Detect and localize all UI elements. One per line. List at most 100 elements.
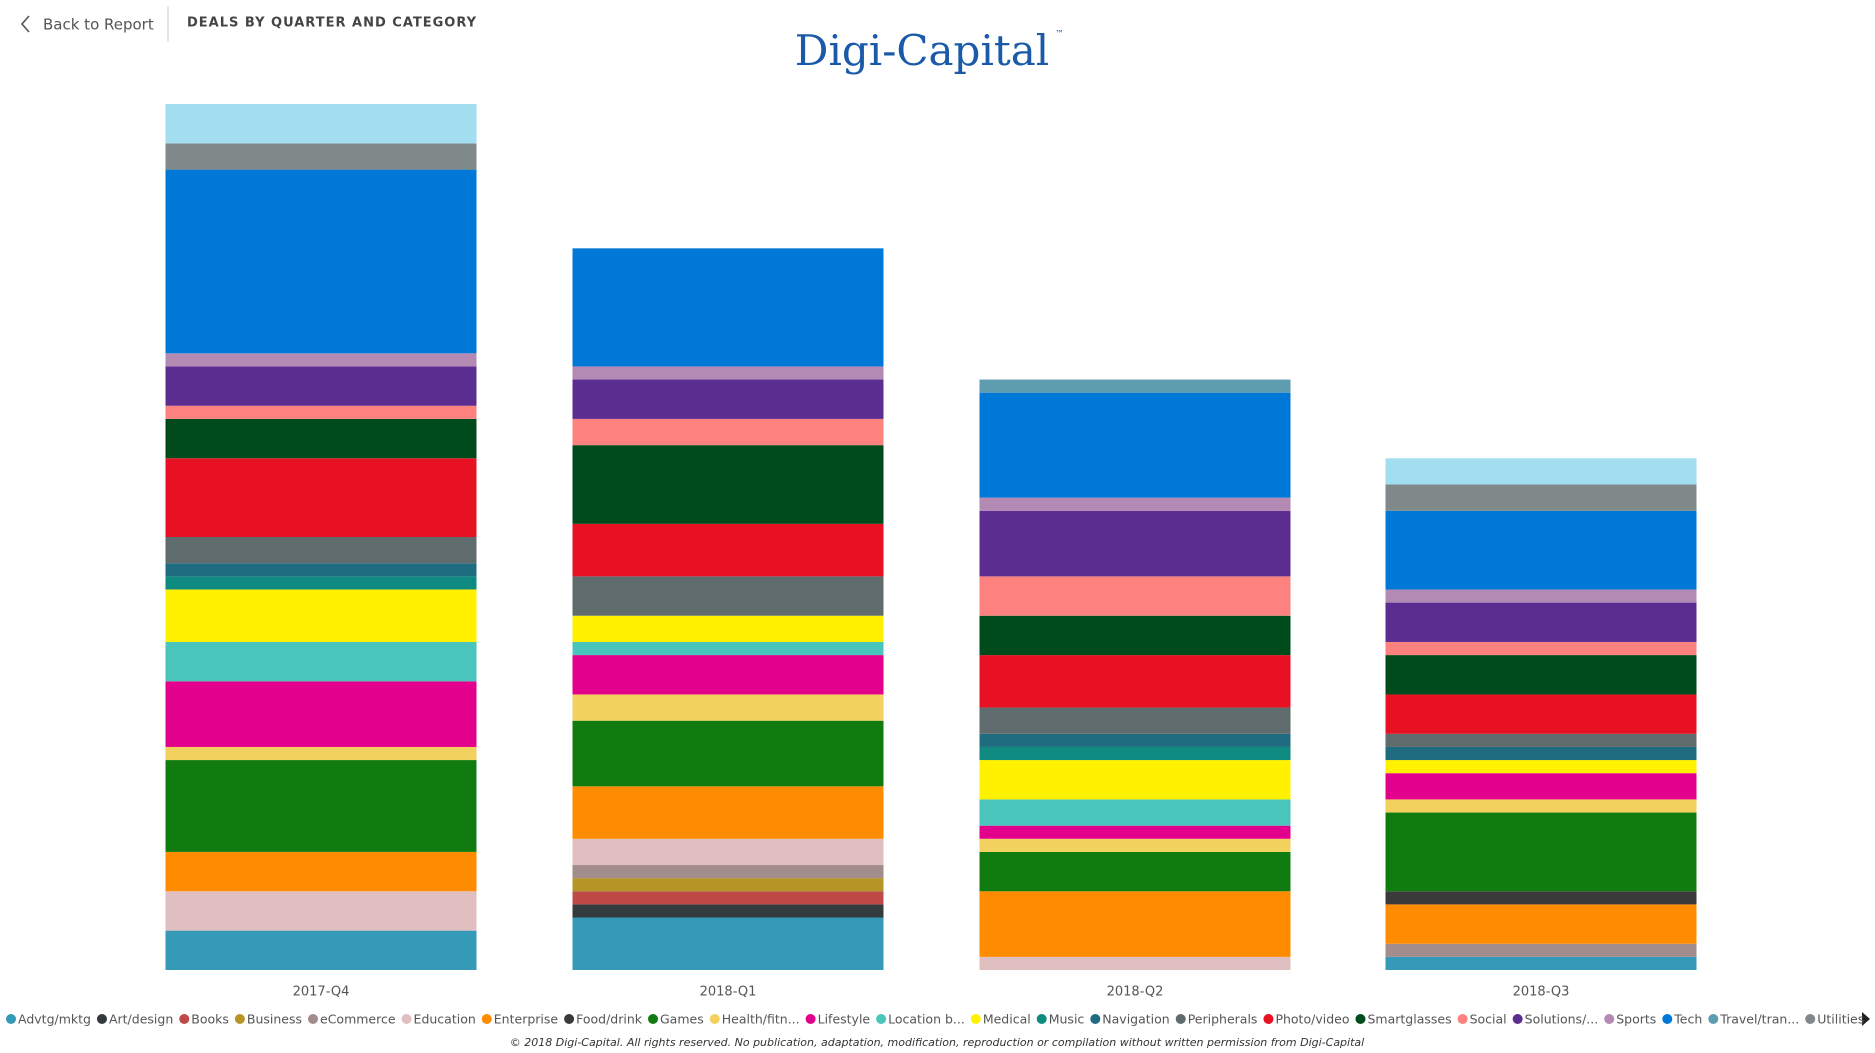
bar-segment	[1385, 773, 1697, 800]
bar-segment	[979, 576, 1291, 616]
bar-segment	[979, 746, 1291, 761]
bar-segment	[572, 379, 884, 419]
bar-segment	[165, 104, 477, 144]
bar-segment	[572, 366, 884, 380]
bar-segment	[165, 405, 477, 419]
bar-segment	[1385, 458, 1697, 485]
bar-segment	[572, 615, 884, 642]
bar-segment	[165, 353, 477, 367]
bar-segment	[1385, 760, 1697, 774]
legend-label: Health/fitn...	[722, 1012, 800, 1027]
legend-marker	[805, 1014, 816, 1024]
bar-segment	[1385, 510, 1697, 590]
legend-label: Lifestyle	[818, 1012, 871, 1027]
bar-segment	[1385, 602, 1697, 642]
legend-scroll[interactable]	[1862, 1012, 1870, 1026]
bar-segment	[1385, 589, 1697, 603]
bar-segment	[1385, 891, 1697, 905]
legend-label: Utilities	[1817, 1012, 1864, 1027]
legend-marker	[876, 1014, 887, 1024]
legend-marker	[481, 1014, 492, 1024]
bar-segment	[1385, 799, 1697, 813]
bar-segment	[572, 248, 884, 367]
back-icon[interactable]	[20, 15, 30, 33]
bar-segment	[979, 655, 1291, 708]
bar-segment	[979, 497, 1291, 511]
bar-segment	[572, 576, 884, 616]
legend-label: Location b...	[888, 1012, 965, 1027]
bar-segment	[979, 615, 1291, 656]
bar-segment	[572, 891, 884, 905]
bar-segment	[572, 418, 884, 446]
legend-label: eCommerce	[320, 1012, 396, 1027]
bar-segment	[979, 760, 1291, 800]
bar-segment	[572, 878, 884, 892]
page-title: DEALS BY QUARTER AND CATEGORY	[187, 16, 477, 31]
logo-mark: ™	[1055, 30, 1064, 40]
legend-marker	[1457, 1014, 1468, 1024]
bar-segment	[1385, 904, 1697, 944]
legend-label: Peripherals	[1188, 1012, 1258, 1027]
legend-marker	[179, 1014, 190, 1024]
legend-marker	[648, 1014, 658, 1024]
back-button[interactable]: Back to Report	[43, 16, 154, 34]
legend-label: Sports	[1616, 1012, 1656, 1027]
bar-segment	[1385, 733, 1697, 747]
legend-marker	[1090, 1014, 1101, 1024]
legend-label: Food/drink	[576, 1012, 643, 1027]
legend-label: Tech	[1673, 1012, 1702, 1027]
legend-marker	[1175, 1014, 1186, 1024]
bar-segment	[1385, 746, 1697, 761]
x-tick-label: 2018-Q3	[1513, 985, 1570, 1000]
bar-segment	[572, 904, 884, 918]
bar-segment	[165, 537, 477, 564]
bar-segment	[572, 655, 884, 695]
bar-segment	[979, 379, 1291, 393]
bar-segment	[979, 510, 1291, 577]
legend-marker	[1512, 1014, 1523, 1024]
bar-segment	[1385, 943, 1697, 957]
bar-segment	[165, 641, 477, 682]
x-tick-label: 2018-Q2	[1107, 985, 1164, 1000]
legend-marker	[970, 1014, 981, 1024]
footer: © 2018 Digi-Capital. All rights reserved…	[510, 1036, 1364, 1049]
bar-segment	[572, 445, 884, 524]
legend-marker	[1263, 1014, 1274, 1024]
legend-label: Navigation	[1102, 1012, 1169, 1027]
legend-label: Smartglasses	[1367, 1012, 1451, 1027]
bar-segment	[165, 930, 477, 970]
bar-segment	[572, 694, 884, 721]
legend-label: Business	[247, 1012, 302, 1027]
bar-segment	[165, 169, 477, 354]
bar-segment	[572, 720, 884, 787]
bar-segment	[572, 523, 884, 577]
legend-marker	[234, 1014, 245, 1024]
legend-marker	[1805, 1014, 1816, 1024]
bar-segment	[165, 589, 477, 642]
legend-marker	[1355, 1014, 1366, 1024]
legend-marker	[709, 1014, 720, 1024]
bar-segment	[979, 838, 1291, 852]
legend-marker	[564, 1014, 575, 1024]
legend-label: Education	[414, 1012, 476, 1027]
bar-segment	[1385, 694, 1697, 734]
bar-segment	[1385, 655, 1697, 695]
legend-label: Games	[660, 1012, 704, 1027]
legend-label: Art/design	[109, 1012, 173, 1027]
legend-label: Photo/video	[1275, 1012, 1349, 1027]
bar-segment	[165, 681, 477, 747]
bar-segment	[165, 576, 477, 590]
bar-segment	[979, 851, 1291, 892]
legend-marker	[96, 1014, 107, 1024]
legend-label: Music	[1049, 1012, 1085, 1027]
bar-segment	[165, 418, 477, 459]
bar-segment	[979, 707, 1291, 734]
bar-segment	[1385, 812, 1697, 892]
bar-segment	[1385, 956, 1697, 970]
x-tick-label: 2017-Q4	[293, 985, 350, 1000]
bar-segment	[165, 851, 477, 892]
legend-label: Enterprise	[494, 1012, 559, 1027]
bar-segment	[165, 366, 477, 406]
bar-segment	[572, 865, 884, 879]
legend-marker	[1708, 1014, 1719, 1024]
